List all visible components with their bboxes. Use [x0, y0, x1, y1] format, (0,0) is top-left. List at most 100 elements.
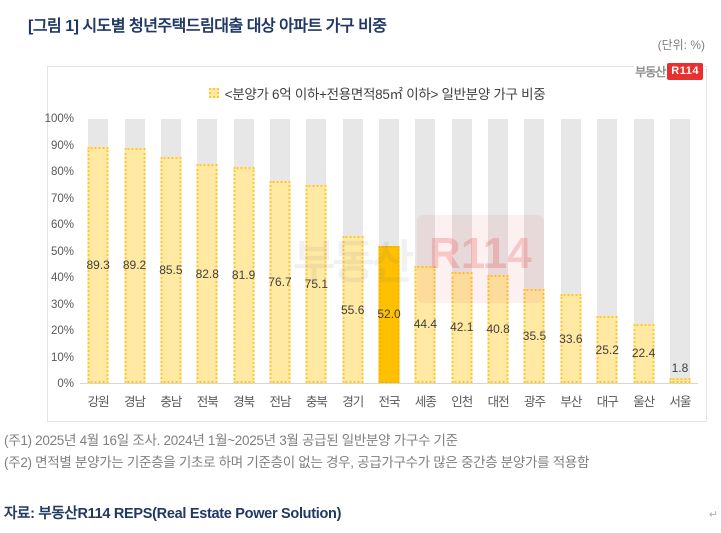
bar-slot-경기: 55.6	[335, 119, 371, 383]
bar-전북	[196, 164, 218, 383]
footnote-2: (주2) 면적별 분양가는 기준층을 기초로 하며 기준층이 없는 경우, 공급…	[4, 455, 590, 470]
value-label-인천: 42.1	[450, 320, 474, 335]
bar-충북	[305, 184, 327, 383]
x-label-경기: 경기	[342, 395, 364, 409]
value-label-경북: 81.9	[231, 267, 256, 282]
value-label-강원: 89.3	[86, 258, 110, 273]
bar-track	[669, 119, 690, 383]
y-tick-label: 60%	[50, 219, 74, 231]
x-label-전북: 전북	[196, 395, 219, 409]
footnote-1: (주1) 2025년 4월 16일 조사. 2024년 1월~2025년 3월 …	[4, 433, 458, 448]
bar-대전	[487, 275, 509, 383]
value-label-충남: 85.5	[159, 263, 183, 278]
x-label-강원: 강원	[87, 395, 110, 409]
bar-series: 89.3 89.2 85.5 82.8 81.9 76.7 75.1 55.6 52.0 44.4…	[80, 119, 698, 383]
y-tick-label: 20%	[50, 325, 74, 337]
legend-label: <분양가 6억 이하+전용면적85㎡ 이하> 일반분양 가구 비중	[224, 87, 546, 102]
y-tick-label: 90%	[50, 139, 74, 152]
bar-전국	[378, 245, 400, 383]
y-tick-label: 100%	[44, 113, 74, 125]
x-label-광주: 광주	[523, 395, 546, 409]
bar-세종	[414, 265, 436, 383]
y-tick-label: 80%	[50, 166, 74, 178]
y-tick-label: 40%	[50, 272, 74, 284]
x-label-울산: 울산	[633, 395, 655, 409]
x-label-충북: 충북	[305, 395, 328, 409]
chart-legend: <분양가 6억 이하+전용면적85㎡ 이하> 일반분양 가구 비중	[48, 83, 706, 103]
figure-title: [그림 1] 시도별 청년주택드림대출 대상 아파트 가구 비중	[28, 18, 387, 35]
x-label-경남: 경남	[124, 395, 146, 409]
bar-slot-울산: 22.4	[625, 119, 661, 383]
brand-logo-mark: R114	[667, 63, 703, 80]
y-tick-label: 70%	[50, 192, 74, 205]
value-label-경기: 55.6	[341, 302, 365, 317]
value-label-충북: 75.1	[304, 276, 329, 291]
bar-강원	[87, 147, 109, 383]
unit-label: (단위: %)	[657, 38, 705, 52]
bar-slot-부산: 33.6	[553, 119, 589, 383]
bar-slot-광주: 35.5	[516, 119, 552, 383]
bar-slot-세종: 44.4	[407, 119, 443, 383]
value-label-울산: 22.4	[631, 346, 656, 361]
bar-전남	[269, 180, 291, 383]
bar-대구	[596, 316, 618, 383]
bar-slot-서울: 1.8	[662, 119, 698, 383]
bar-slot-대전: 40.8	[480, 119, 516, 383]
x-label-경북: 경북	[233, 395, 255, 409]
value-label-경남: 89.2	[122, 258, 147, 273]
x-axis-labels: 강원 경남 충남 전북 경북 전남 충북 경기 전국 세종 인천 대전 광주 부산 대구 울산 서울	[80, 391, 698, 410]
value-label-전국: 52.0	[377, 307, 401, 322]
y-tick-label: 0%	[57, 378, 74, 390]
footnotes: (주1) 2025년 4월 16일 조사. 2024년 1월~2025년 3월 …	[4, 430, 716, 474]
x-label-대구: 대구	[596, 395, 619, 409]
legend-swatch-icon	[208, 88, 219, 98]
y-tick-label: 10%	[50, 351, 74, 364]
chart-panel: 부동산 R114 <분양가 6억 이하+전용면적85㎡ 이하> 일반분양 가구 …	[45, 61, 707, 422]
bar-slot-경남: 89.2	[116, 119, 152, 383]
x-label-인천: 인천	[451, 395, 473, 409]
y-tick-label: 50%	[50, 245, 74, 258]
y-axis-ticks: 100% 90% 80% 70% 60% 50% 40% 30% 20% 10% 0%	[45, 113, 76, 390]
bar-울산	[633, 323, 655, 383]
bar-slot-전남: 76.7	[262, 119, 298, 383]
value-label-대구: 25.2	[595, 342, 619, 357]
bar-광주	[523, 289, 545, 383]
bar-경북	[233, 166, 255, 383]
brand-logo: 부동산 R114	[634, 61, 704, 82]
bar-서울	[669, 378, 691, 383]
bar-충남	[160, 157, 182, 383]
value-label-부산: 33.6	[559, 331, 583, 346]
bar-track	[633, 119, 654, 383]
x-label-전국: 전국	[378, 395, 401, 409]
x-label-세종: 세종	[414, 395, 437, 409]
plot-area: 89.3 89.2 85.5 82.8 81.9 76.7 75.1 55.6 52.0 44.4…	[80, 119, 698, 384]
bar-slot-강원: 89.3	[80, 119, 116, 383]
brand-logo-prefix: 부동산	[635, 65, 666, 79]
bar-slot-대구: 25.2	[589, 119, 625, 383]
bar-slot-경북: 81.9	[225, 119, 261, 383]
value-label-세종: 44.4	[413, 317, 438, 332]
bar-slot-충남: 85.5	[153, 119, 189, 383]
x-label-충남: 충남	[160, 395, 182, 409]
x-label-대전: 대전	[487, 395, 510, 409]
bar-slot-충북: 75.1	[298, 119, 334, 383]
bar-경기	[342, 236, 364, 383]
bar-slot-전국: 52.0	[371, 119, 407, 383]
bar-slot-인천: 42.1	[444, 119, 480, 383]
bar-slot-전북: 82.8	[189, 119, 225, 383]
x-label-서울: 서울	[669, 395, 691, 409]
x-label-전남: 전남	[269, 395, 291, 409]
value-label-대전: 40.8	[486, 322, 510, 337]
value-label-전북: 82.8	[195, 266, 219, 281]
value-label-전남: 76.7	[268, 274, 292, 289]
paragraph-mark: ↵	[708, 509, 718, 521]
value-label-서울: 1.8	[671, 361, 689, 376]
value-label-광주: 35.5	[522, 329, 547, 344]
bar-인천	[451, 271, 473, 383]
x-label-부산: 부산	[560, 395, 582, 409]
source-line: 자료: 부동산R114 REPS(Real Estate Power Solut…	[4, 506, 342, 522]
bar-부산	[560, 294, 582, 383]
y-tick-label: 30%	[50, 298, 74, 311]
bar-경남	[124, 147, 146, 383]
